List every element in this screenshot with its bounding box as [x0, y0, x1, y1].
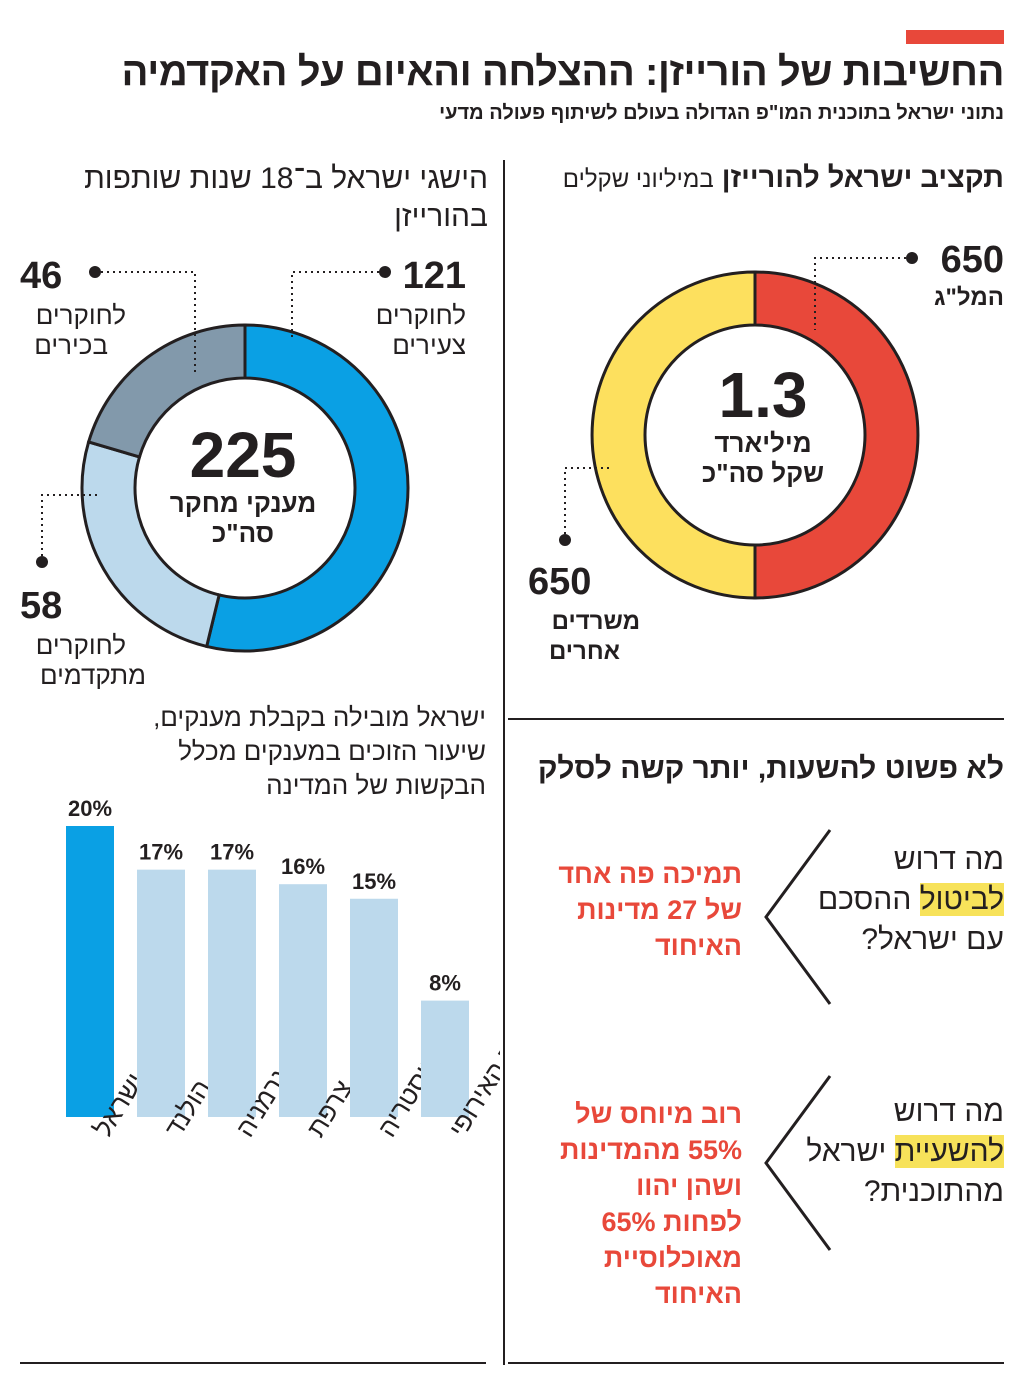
- highlight-suspend: להשעיית: [894, 1135, 1004, 1168]
- budget-title: תקציב ישראל להורייזן במיליוני שקלים: [563, 162, 1004, 195]
- accent-bar: [906, 30, 1004, 44]
- answer2-line3: ושהן יהוו: [636, 1171, 742, 1201]
- answer1-line2: של 27 מדינות: [577, 895, 742, 925]
- sanctions-title: לא פשוט להשעות, יותר קשה לסלק: [537, 752, 1004, 785]
- answer2-line5: מאוכלוסיית: [603, 1243, 742, 1273]
- answer-suspend-israel: רוב מיוחס של 55% מהמדינות ושהן יהוו לפחו…: [502, 1096, 742, 1312]
- budget-slice1-value: 650: [940, 239, 1004, 281]
- answer1-line1: תמיכה פה אחד: [558, 859, 742, 889]
- question1-line2: לביטול ההסכם: [804, 880, 1004, 920]
- grants-young-line2: צעירים: [392, 330, 466, 360]
- grants-advanced-line2: מתקדמים: [39, 660, 146, 690]
- budget-slice-other-ministries: [590, 270, 757, 600]
- grants-title-line2: בהורייזן: [394, 200, 488, 233]
- budget-center-line1: מיליארד: [714, 428, 812, 458]
- answer-cancel-agreement: תמיכה פה אחד של 27 מדינות האיחוד: [502, 856, 742, 964]
- grants-senior-line2: בכירים: [34, 330, 108, 360]
- grants-leader-dot-senior: [89, 266, 101, 278]
- grants-title-line1: הישגי ישראל ב־18 שנות שותפות: [84, 162, 488, 195]
- bottom-rule-left: [20, 1362, 486, 1364]
- budget-slice2-label-line2: אחרים: [548, 638, 620, 665]
- page-title: החשיבות של הורייזן: ההצלחה והאיום על האק…: [121, 50, 1004, 94]
- chevron-left-icon: [764, 829, 832, 1005]
- bar-value-label: 17%: [210, 840, 254, 865]
- budget-title-bold: תקציב ישראל להורייזן: [721, 162, 1004, 194]
- bar-value-label: 20%: [68, 796, 112, 821]
- answer2-line6: האיחוד: [654, 1279, 742, 1309]
- answer2-line1: רוב מיוחס של: [575, 1099, 742, 1129]
- grants-leader-dot-young: [379, 266, 391, 278]
- question1-line3: עם ישראל?: [861, 923, 1004, 956]
- budget-center-value: 1.3: [718, 359, 808, 431]
- question2-line3: מהתוכנית?: [863, 1175, 1004, 1208]
- highlight-cancel: לביטול: [919, 883, 1004, 916]
- budget-leader-dot-2: [559, 534, 571, 546]
- page-subtitle: נתוני ישראל בתוכנית המו"פ הגדולה בעולם ל…: [439, 102, 1004, 124]
- question2-line2-rest: ישראל: [806, 1135, 887, 1168]
- budget-center-line2: שקל סה"כ: [701, 458, 825, 488]
- grants-center-line2: סה"כ: [211, 518, 275, 548]
- bars-title-line2: שיעור הזוכים במענקים מכלל: [178, 736, 486, 766]
- question-cancel-agreement: מה דרוש לביטול ההסכם עם ישראל?: [804, 840, 1004, 960]
- grants-leader-line-senior: [95, 271, 196, 375]
- budget-title-unit: במיליוני שקלים: [562, 166, 714, 193]
- bar-value-label: 8%: [429, 971, 461, 996]
- budget-donut-chart: [559, 252, 920, 600]
- grants-center-value: 225: [189, 419, 297, 491]
- budget-leader-dot-1: [906, 252, 918, 264]
- bar-value-label: 15%: [352, 869, 396, 894]
- bars-title-line3: הבקשות של המדינה: [266, 770, 486, 800]
- grants-center-line1: מענקי מחקר: [169, 488, 317, 518]
- answer2-line2: 55% מהמדינות: [559, 1135, 742, 1165]
- bar: [66, 826, 114, 1117]
- bar: [208, 869, 256, 1117]
- grants-leader-line-young: [291, 271, 385, 340]
- bar: [279, 884, 327, 1117]
- grants-senior-value: 46: [20, 255, 63, 297]
- grants-young-value: 121: [402, 255, 466, 297]
- budget-slice2-label-line1: משרדים: [551, 608, 640, 635]
- grants-senior-line1: לחוקרים: [35, 300, 126, 330]
- vertical-divider: [503, 160, 505, 1365]
- chevron-left-icon: [764, 1075, 832, 1251]
- bottom-rule-right: [508, 1362, 1004, 1364]
- grant-rate-bar-chart: 20%ישראל17%הולנד17%גרמניה16%צרפת15%אוסטר…: [66, 796, 500, 1142]
- bar-value-label: 16%: [281, 854, 325, 879]
- grants-slice-senior: [86, 323, 247, 459]
- question-suspend-israel: מה דרוש להשעיית ישראל מהתוכנית?: [804, 1092, 1004, 1212]
- question1-line1: מה דרוש: [893, 843, 1004, 876]
- bar: [137, 869, 185, 1117]
- question2-line1: מה דרוש: [893, 1095, 1004, 1128]
- right-horizontal-divider: [508, 718, 1004, 720]
- bar-value-label: 17%: [139, 840, 183, 865]
- grants-young-line1: לחוקרים: [375, 300, 466, 330]
- question1-line2-rest: ההסכם: [817, 883, 912, 916]
- grants-leader-dot-advanced: [36, 556, 48, 568]
- bar: [350, 898, 398, 1117]
- grants-advanced-value: 58: [20, 585, 63, 627]
- budget-slice2-value: 650: [528, 561, 592, 603]
- bar: [421, 1000, 469, 1117]
- answer1-line3: האיחוד: [654, 931, 742, 961]
- grants-slice-young: [204, 323, 410, 653]
- grants-leader-line-advanced: [41, 494, 98, 562]
- budget-leader-line-2: [564, 467, 610, 540]
- grants-advanced-line1: לחוקרים: [35, 630, 126, 660]
- budget-slice-mlg: [753, 270, 920, 600]
- grants-donut-chart: [36, 266, 410, 653]
- budget-slice1-label: המל"ג: [933, 284, 1004, 311]
- bars-title-line1: ישראל מובילה בקבלת מענקים,: [153, 702, 486, 732]
- budget-leader-line-1: [814, 257, 912, 330]
- question2-line2: להשעיית ישראל: [804, 1132, 1004, 1172]
- answer2-line4: לפחות 65%: [601, 1207, 742, 1237]
